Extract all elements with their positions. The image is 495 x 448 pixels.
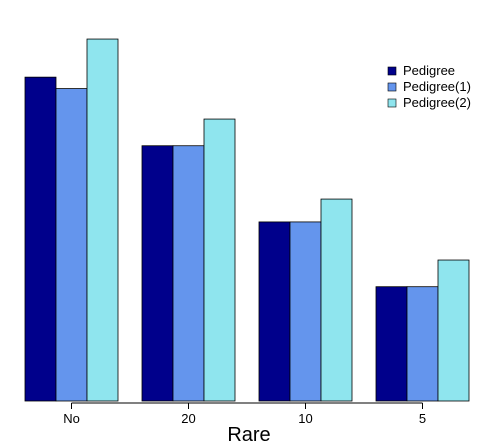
x-tick-label-20: 20 [181,411,195,426]
bar-pedigree-2-5 [437,259,470,402]
legend-swatch-2 [387,98,397,108]
x-tick-label-no: No [63,411,80,426]
bar-pedigree-20 [141,145,174,402]
legend-swatch-0 [387,66,397,76]
x-axis: No 20 10 5 [63,402,426,426]
bar-pedigree-1-no [55,88,88,402]
x-axis-title: Rare [227,424,270,446]
bar-pedigree-5 [375,286,408,402]
bar-pedigree-2-10 [320,198,353,402]
x-tick-label-10: 10 [298,411,312,426]
legend-label-0: Pedigree [403,63,455,78]
bar-pedigree-2-20 [203,118,236,402]
legend-label-2: Pedigree(2) [403,95,471,110]
bar-pedigree-10 [258,221,291,402]
bar-pedigree-1-10 [289,221,322,402]
bar-pedigree-2-no [86,38,119,402]
legend-swatch-1 [387,82,397,92]
bars-layer [24,38,470,402]
x-tick-label-5: 5 [419,411,426,426]
bar-pedigree-1-5 [406,286,439,402]
bar-pedigree-no [24,76,57,402]
legend-label-1: Pedigree(1) [403,79,471,94]
bar-pedigree-1-20 [172,145,205,402]
